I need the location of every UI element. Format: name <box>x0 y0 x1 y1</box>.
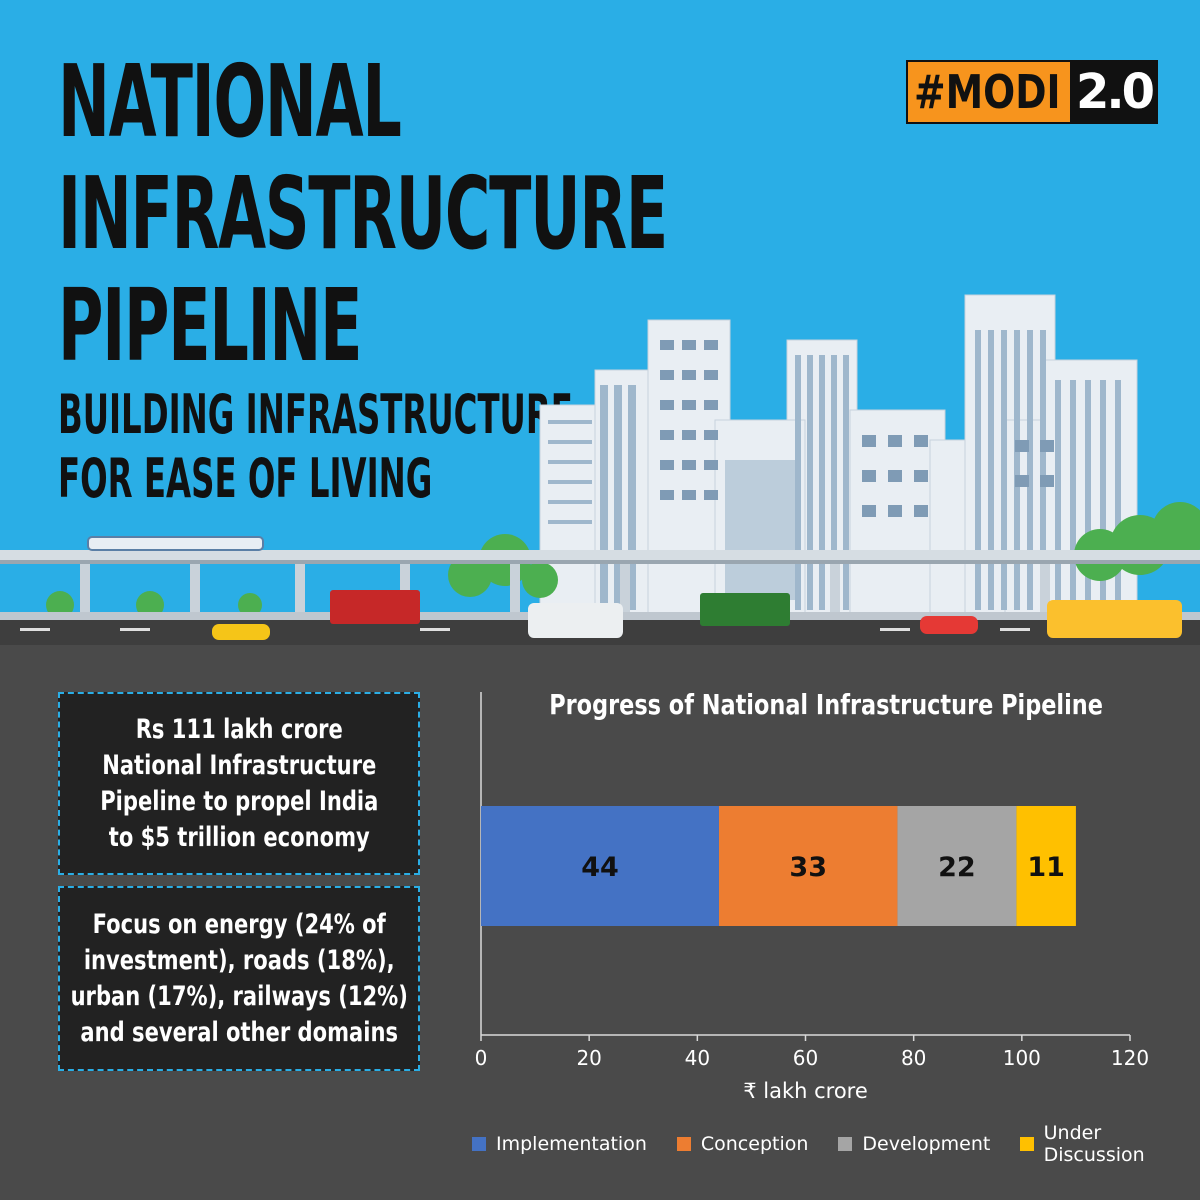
legend-item: Under Discussion <box>1020 1122 1200 1166</box>
taxi <box>212 624 270 640</box>
fire-truck <box>330 590 420 624</box>
x-axis-label: ₹ lakh crore <box>743 1079 868 1103</box>
x-tick-label: 40 <box>685 1046 710 1070</box>
info-line: and several other domains <box>80 1016 398 1048</box>
legend-label: Development <box>862 1133 991 1155</box>
subtitle-line-2: FOR EASE OF LIVING <box>58 447 433 510</box>
title-line-1: NATIONAL <box>58 43 402 160</box>
info-line: Pipeline to propel India <box>99 785 379 817</box>
logo-version: 2.0 <box>1070 60 1159 124</box>
data-label: 11 <box>1027 852 1065 883</box>
bar-segment-under-discussion <box>1016 806 1076 926</box>
red-car <box>920 616 978 634</box>
bar-segment-conception <box>718 806 898 926</box>
x-tick-label: 0 <box>475 1046 488 1070</box>
x-tick-label: 120 <box>1111 1046 1149 1070</box>
info-line: Rs 111 lakh crore <box>135 713 343 745</box>
x-tick-label: 60 <box>793 1046 818 1070</box>
legend-swatch <box>472 1137 486 1151</box>
hero-banner: NATIONAL INFRASTRUCTURE PIPELINE BUILDIN… <box>0 0 1200 645</box>
subtitle-line-1: BUILDING INFRASTRUCTURE <box>58 383 573 446</box>
van <box>528 603 623 638</box>
bus <box>1047 600 1182 638</box>
chart-title: Progress of National Infrastructure Pipe… <box>549 688 1103 721</box>
metro-train <box>87 536 264 551</box>
legend-item: Development <box>838 1122 990 1166</box>
x-tick-label: 100 <box>1003 1046 1041 1070</box>
legend-swatch <box>838 1137 853 1151</box>
chart-legend: Implementation Conception Development Under… <box>472 1122 1200 1166</box>
info-box-pipeline: Rs 111 lakh crore National Infrastructur… <box>58 692 420 875</box>
garbage-truck <box>700 593 790 626</box>
bar-segment-implementation <box>481 806 719 926</box>
info-line: National Infrastructure <box>101 749 377 781</box>
info-line: to $5 trillion economy <box>108 821 370 853</box>
data-label: 33 <box>789 852 827 883</box>
data-label: 44 <box>581 852 619 883</box>
legend-item: Implementation <box>472 1122 647 1166</box>
stacked-bar-chart: 0 20 40 60 80 100 120 ₹ lakh crore 44 33 22 11 <box>475 692 1149 1103</box>
info-line: urban (17%), railways (12%) <box>70 980 408 1012</box>
info-box-focus: Focus on energy (24% of investment), roa… <box>58 886 420 1071</box>
legend-item: Conception <box>676 1122 809 1166</box>
x-tick-label: 20 <box>576 1046 601 1070</box>
data-label: 22 <box>938 852 976 883</box>
modi-logo: #MODI 2.0 <box>906 60 1159 124</box>
legend-swatch <box>676 1137 691 1151</box>
city-skyline-illustration <box>0 294 1200 645</box>
legend-label: Under Discussion <box>1043 1122 1145 1166</box>
info-line: Focus on energy (24% of <box>92 908 386 940</box>
info-line: investment), roads (18%), <box>83 944 395 976</box>
x-tick-label: 80 <box>901 1046 926 1070</box>
legend-label: Conception <box>700 1133 809 1155</box>
metro-bridge <box>0 550 1200 560</box>
legend-swatch <box>1020 1137 1034 1151</box>
legend-label: Implementation <box>496 1133 647 1155</box>
title-line-2: INFRASTRUCTURE <box>58 155 668 272</box>
title-line-3: PIPELINE <box>58 267 362 384</box>
bar-segment-development <box>897 806 1017 926</box>
